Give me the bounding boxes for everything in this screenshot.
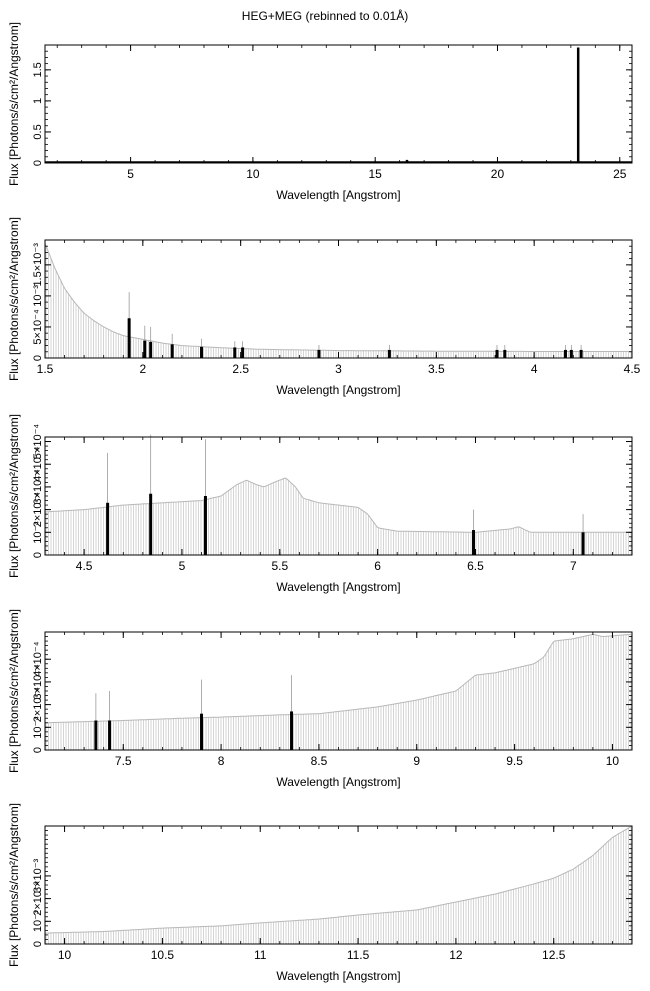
panel-2-x-tick-label: 4: [531, 362, 538, 376]
panel-3-x-axis-label: Wavelength [Angstrom]: [276, 580, 400, 594]
panel-2-line-feature: [233, 347, 237, 358]
panel-4-line-feature: [290, 711, 294, 750]
panel-3-line-feature: [203, 496, 207, 555]
panel-4-flux-envelope: [44, 633, 632, 724]
panel-2-y-tick-label: 1.5×10⁻³: [32, 243, 44, 287]
panel-4-line-feature: [94, 720, 98, 750]
panel-2-line-feature: [149, 341, 153, 358]
panel-1-x-tick-label: 20: [491, 167, 505, 181]
panel-4-x-axis-label: Wavelength [Angstrom]: [276, 775, 400, 789]
panel-3-line-feature: [149, 493, 153, 555]
panel-3-y-tick-label: 4×10⁻⁴: [32, 446, 44, 482]
panel-2-y-axis-label: Flux [Photons/s/cm²/Angstrom]: [7, 217, 21, 381]
panel-2-line-feature: [200, 346, 204, 358]
panel-2-line-feature: [317, 349, 321, 358]
panel-1-frame: [44, 44, 633, 164]
panel-1-y-axis-label: Flux [Photons/s/cm²/Angstrom]: [7, 22, 21, 186]
panel-2-line-feature: [170, 344, 174, 358]
panel-4-line-feature: [200, 713, 204, 750]
panel-1-x-tick-label: 5: [127, 167, 134, 181]
panel-5-y-axis-label: Flux [Photons/s/cm²/Angstrom]: [7, 803, 21, 967]
panel-4-x-tick-label: 8.5: [311, 754, 328, 768]
panel-2-line-feature: [563, 349, 567, 358]
panel-2-x-tick-label: 2.5: [232, 362, 249, 376]
panel-3-y-tick-label: 2×10⁻⁴: [32, 492, 44, 528]
panel-2-line-feature: [495, 349, 499, 358]
panel-5-y-tick-label: 0: [32, 941, 44, 947]
panel-2-line-feature: [127, 318, 131, 358]
panel-3-y-tick-label: 0: [32, 552, 44, 558]
panel-2-line-feature: [569, 349, 573, 358]
panel-5-flux-envelope: [45, 826, 632, 934]
panel-4-x-tick-label: 10: [606, 754, 620, 768]
panel-1-y-tick-label: 0: [32, 160, 44, 166]
panel-3-x-tick-label: 6.5: [467, 559, 484, 573]
panel-2-x-tick-label: 3.5: [428, 362, 445, 376]
panel-1-x-tick-label: 15: [369, 167, 383, 181]
panel-1-x-tick-label: 10: [246, 167, 260, 181]
panel-5-x-tick-label: 10.5: [151, 948, 175, 962]
panel-2-line-feature: [579, 349, 583, 358]
panel-4-x-tick-label: 9.5: [506, 754, 523, 768]
panel-1-line-feature: [576, 47, 580, 164]
panel-3-y-tick-label: 10⁻⁴: [32, 521, 44, 544]
panel-2-x-axis-label: Wavelength [Angstrom]: [276, 383, 400, 397]
panel-5-y-tick-label: 2×10⁻³: [32, 881, 44, 916]
panel-1-y-tick-label: 1.5: [32, 62, 44, 77]
panel-3-line-feature: [106, 502, 110, 555]
panel-2-x-tick-label: 1.5: [37, 362, 54, 376]
panel-5-x-tick-label: 11: [254, 948, 267, 962]
panel-2-y-tick-label: 0: [32, 355, 44, 361]
panel-5-x-tick-label: 10: [58, 948, 72, 962]
panel-1-y-tick-label: 1: [32, 98, 44, 104]
panel-1-x-tick-label: 25: [613, 167, 627, 181]
panel-3-x-tick-label: 5.5: [271, 559, 288, 573]
chart-title: HEG+MEG (rebinned to 0.01Å): [241, 9, 409, 23]
panel-4-y-tick-label: 0: [32, 747, 44, 753]
panel-5-x-axis-label: Wavelength [Angstrom]: [276, 969, 400, 983]
panel-1-x-axis-label: Wavelength [Angstrom]: [276, 188, 400, 202]
panel-5-x-tick-label: 11.5: [347, 948, 370, 962]
panel-4-y-tick-label: 2×10⁻⁴: [32, 687, 44, 723]
panel-5-y-tick-label: 3×10⁻³: [32, 858, 44, 893]
panel-2-frame: [44, 239, 633, 359]
panel-4-y-axis-label: Flux [Photons/s/cm²/Angstrom]: [7, 609, 21, 773]
panel-5-y-tick-label: 10⁻³: [32, 910, 44, 932]
panel-4-y-tick-label: 10⁻⁴: [32, 716, 44, 739]
panel-4-x-tick-label: 9: [413, 754, 420, 768]
panel-4-y-tick-label: 4×10⁻⁴: [32, 641, 44, 677]
panel-3-y-axis-label: Flux [Photons/s/cm²/Angstrom]: [7, 414, 21, 578]
panel-3-line-feature: [581, 532, 585, 555]
panel-5-x-tick-label: 12: [449, 948, 463, 962]
panel-1-line-feature: [405, 159, 409, 163]
panel-3-y-tick-label: 5×10⁻⁴: [32, 424, 44, 460]
panel-2-y-tick-label: 10⁻³: [32, 285, 44, 307]
panel-4-x-tick-label: 8: [218, 754, 225, 768]
panel-3-x-tick-label: 5: [179, 559, 186, 573]
panel-4-line-feature: [108, 720, 112, 750]
panel-3-flux-envelope: [44, 477, 631, 533]
panel-3-y-tick-label: 3×10⁻⁴: [32, 469, 44, 505]
panel-3-x-tick-label: 6: [374, 559, 381, 573]
panel-1-y-tick-label: 0.5: [32, 124, 44, 139]
panel-3-line-feature: [472, 530, 476, 555]
panel-4-x-tick-label: 7.5: [115, 754, 132, 768]
panel-3-x-tick-label: 7: [570, 559, 577, 573]
panel-2-x-tick-label: 4.5: [624, 362, 641, 376]
panel-2-flux-envelope: [44, 242, 631, 352]
panel-5-x-tick-label: 12.5: [542, 948, 566, 962]
panel-2-line-feature: [503, 349, 507, 358]
panel-2-line-feature: [387, 349, 391, 358]
panel-2-line-feature: [241, 347, 245, 358]
panel-2-line-feature: [143, 340, 147, 358]
panel-4-y-tick-label: 3×10⁻⁴: [32, 664, 44, 700]
panel-2-y-tick-label: 5×10⁻⁴: [32, 309, 44, 345]
panel-2-x-tick-label: 2: [139, 362, 146, 376]
panel-2-x-tick-label: 3: [335, 362, 342, 376]
panel-3-x-tick-label: 4.5: [76, 559, 93, 573]
